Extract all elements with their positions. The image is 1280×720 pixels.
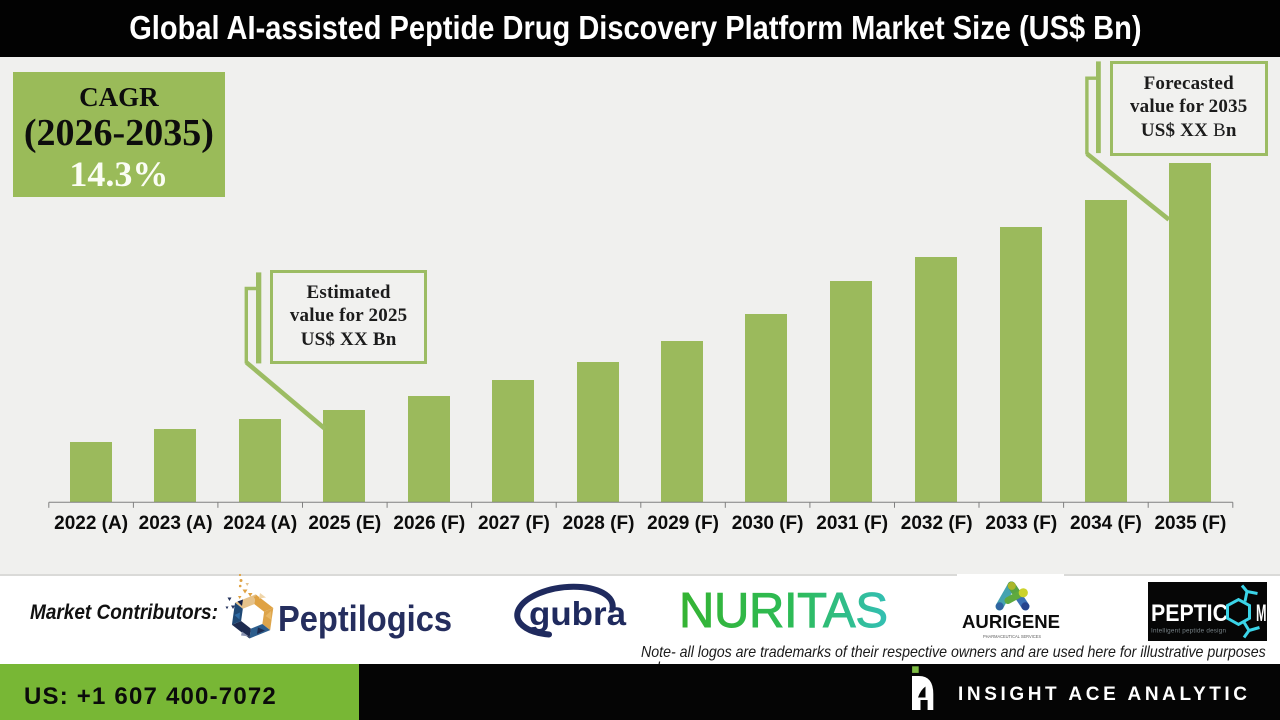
svg-text:Intelligent peptide design: Intelligent peptide design [1151,628,1226,635]
svg-text:Peptilogics: Peptilogics [278,598,452,639]
svg-text:AURIGENE: AURIGENE [962,612,1060,632]
svg-text:M: M [1256,600,1267,627]
svg-text:NURITAS: NURITAS [679,585,888,635]
svg-text:PHARMACEUTICAL SERVICES: PHARMACEUTICAL SERVICES [983,634,1041,639]
svg-text:PEPTIC: PEPTIC [1151,600,1228,627]
